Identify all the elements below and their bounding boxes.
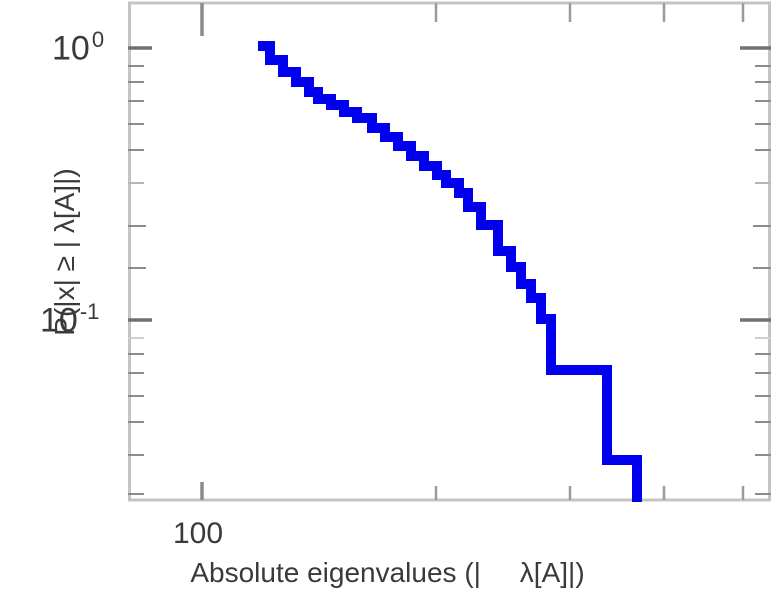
ccdf-step-curve xyxy=(258,41,642,502)
y-tick-label-1e-1: 10-1 xyxy=(40,299,100,340)
axes-frame xyxy=(128,1,771,502)
x-axis-title: Absolute eigenvalues (| λ[A]|) xyxy=(190,557,585,588)
y-axis-ticks-right xyxy=(740,46,771,495)
x-axis-ticks xyxy=(200,482,745,500)
y-tick-mantissa: 10 xyxy=(40,301,78,340)
y-tick-exponent: 0 xyxy=(91,27,105,52)
y-tick-mantissa: 10 xyxy=(52,29,90,68)
x-tick-label-100: 100 xyxy=(173,517,224,550)
x-axis-ticks-top xyxy=(200,3,745,36)
y-axis-ticks xyxy=(128,46,152,495)
y-axis-title: P(|x| ≥ | λ[A]|) xyxy=(49,168,80,336)
y-tick-label-1e0: 100 xyxy=(52,27,105,68)
y-tick-exponent: -1 xyxy=(79,299,100,324)
